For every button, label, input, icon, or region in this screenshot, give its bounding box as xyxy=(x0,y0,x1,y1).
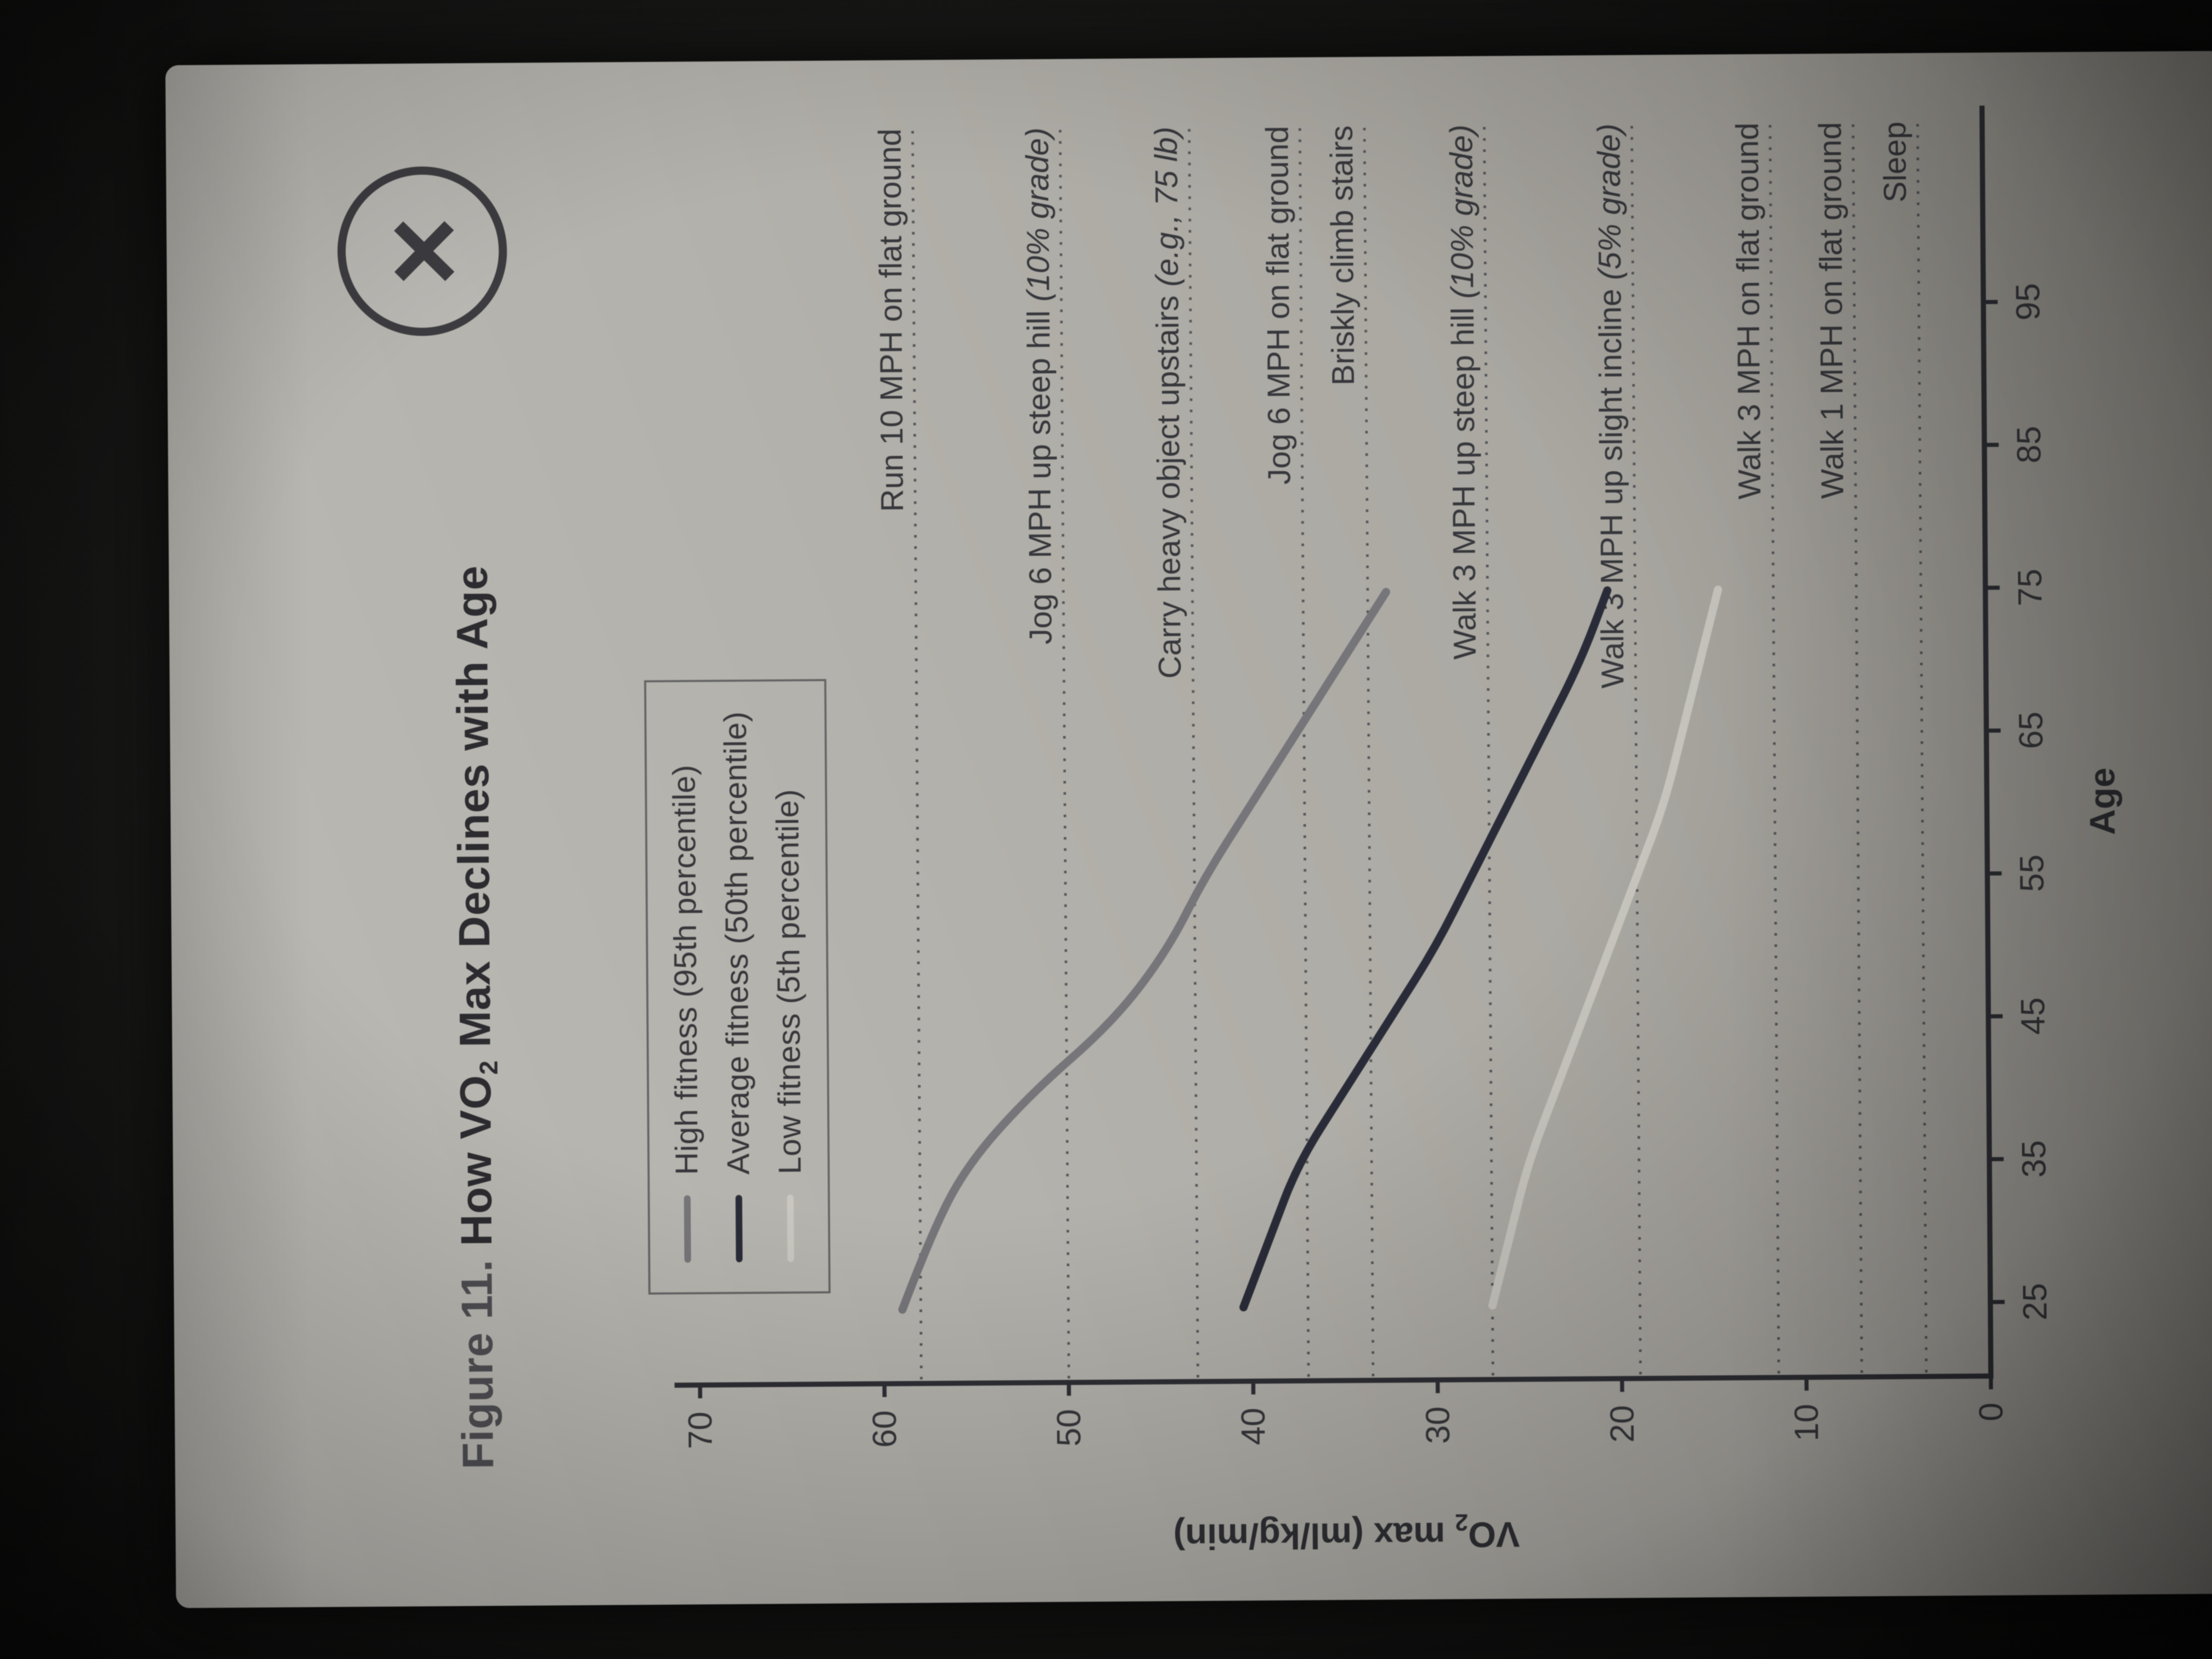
activity-label-jog-6-mph-on-flat-ground: Jog 6 MPH on flat ground xyxy=(1260,126,1297,484)
reference-line-run-10-mph-on-flat-ground xyxy=(911,128,923,1380)
device-screen: × Figure 11.How VO2 Max Declines with Ag… xyxy=(165,50,2212,1609)
activity-label-jog-6-mph-up-steep-hill: Jog 6 MPH up steep hill (10% grade) xyxy=(1020,127,1059,645)
reference-line-jog-6-mph-up-steep-hill xyxy=(1059,127,1070,1379)
activity-label-walk-1-mph-on-flat-ground: Walk 1 MPH on flat ground xyxy=(1813,122,1850,499)
activity-label-briskly-climb-stairs: Briskly climb stairs xyxy=(1324,125,1361,386)
activity-label-walk-3-mph-up-steep-hill: Walk 3 MPH up steep hill (10% grade) xyxy=(1444,125,1483,660)
curve-high-fitness-95th-percentile xyxy=(898,588,1390,1314)
curve-low-fitness-5th-percentile xyxy=(1488,585,1722,1310)
activity-label-carry-heavy-object-upstairs: Carry heavy object upstairs (e.g., 75 lb… xyxy=(1149,127,1188,679)
x-tick-label: 65 xyxy=(2012,712,2050,749)
vo2-max-chart: Run 10 MPH on flat ground Jog 6 MPH up st… xyxy=(674,105,2123,1557)
activity-label-walk-3-mph-on-flat-ground: Walk 3 MPH on flat ground xyxy=(1730,122,1768,499)
y-tick-label: 30 xyxy=(1419,1406,1457,1444)
x-tick-label: 25 xyxy=(2016,1283,2054,1321)
y-axis-line xyxy=(674,1373,1991,1388)
x-tick-label: 55 xyxy=(2013,854,2051,892)
y-tick-label: 70 xyxy=(681,1412,719,1449)
x-tick-label: 75 xyxy=(2011,568,2049,606)
x-tick-label: 35 xyxy=(2015,1140,2053,1178)
reference-line-walk-3-mph-up-slight-incline xyxy=(1630,123,1642,1375)
y-tick-label: 20 xyxy=(1603,1405,1641,1443)
x-tick-label: 45 xyxy=(2014,997,2052,1035)
x-axis-line xyxy=(1979,105,1994,1379)
curve-average-fitness-50th-percentile xyxy=(1239,586,1612,1312)
x-axis-title: Age xyxy=(2082,768,2123,835)
x-tick-label: 85 xyxy=(2010,426,2048,464)
x-tick-label: 95 xyxy=(2009,283,2047,321)
reference-line-briskly-climb-stairs xyxy=(1363,125,1375,1376)
y-tick-label: 10 xyxy=(1788,1404,1826,1442)
y-tick-label: 0 xyxy=(1972,1402,2010,1421)
y-tick-label: 40 xyxy=(1234,1408,1272,1446)
reference-line-walk-3-mph-up-steep-hill xyxy=(1483,124,1494,1376)
reference-line-sleep xyxy=(1916,121,1928,1373)
y-tick-label: 50 xyxy=(1050,1409,1088,1447)
reference-line-jog-6-mph-on-flat-ground xyxy=(1298,126,1310,1377)
y-axis-title: VO2 max (ml/kg/min) xyxy=(1173,1509,1520,1557)
reference-line-walk-3-mph-on-flat-ground xyxy=(1769,122,1780,1374)
reference-line-carry-heavy-object-upstairs xyxy=(1188,126,1199,1378)
activity-label-run-10-mph-on-flat-ground: Run 10 MPH on flat ground xyxy=(872,128,910,512)
reference-line-walk-1-mph-on-flat-ground xyxy=(1852,122,1863,1373)
activity-label-sleep: Sleep xyxy=(1877,121,1913,202)
y-tick-label: 60 xyxy=(866,1410,904,1448)
activity-label-walk-3-mph-up-slight-incline: Walk 3 MPH up slight incline (5% grade) xyxy=(1592,123,1630,689)
